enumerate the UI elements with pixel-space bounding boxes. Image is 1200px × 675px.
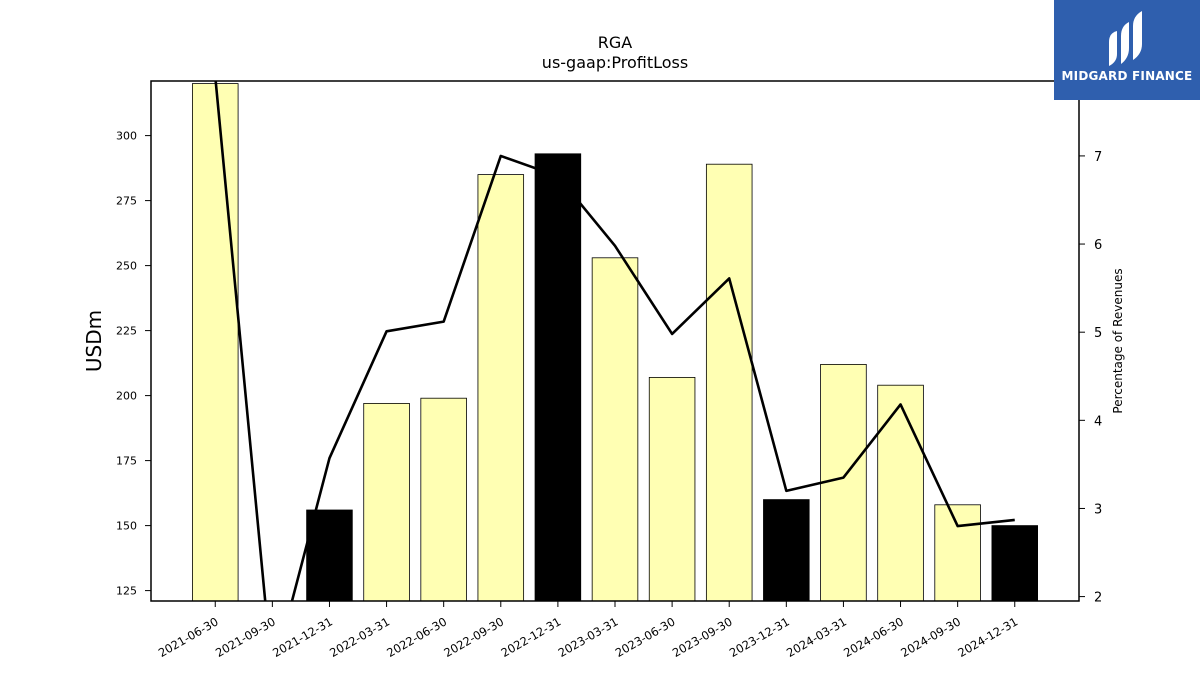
bar-2022-06-30 <box>420 397 467 602</box>
y2-axis-label: Percentage of Revenues <box>1111 268 1125 413</box>
bar-2024-12-31 <box>991 525 1038 602</box>
bar-2024-03-31 <box>820 363 867 602</box>
x-tick-label-2022-03-31: 2022-03-31 <box>327 614 392 660</box>
x-tick-label-2021-09-30: 2021-09-30 <box>213 614 278 660</box>
y-tick-label-150: 150 <box>116 520 137 533</box>
y2-tick-label-4: 4 <box>1094 414 1102 429</box>
x-tick-label-2023-03-31: 2023-03-31 <box>556 614 621 660</box>
bar-2021-06-30 <box>191 83 239 602</box>
bar-2023-06-30 <box>648 376 696 602</box>
y2-tick-label-2: 2 <box>1094 591 1102 606</box>
line-series-percentage <box>214 81 1015 601</box>
chart-subtitle: us-gaap:ProfitLoss <box>542 53 688 72</box>
bar-2023-12-31 <box>763 499 810 602</box>
x-tick-label-2024-12-31: 2024-12-31 <box>955 614 1020 660</box>
chart-title: RGA <box>598 33 633 52</box>
y-tick-label-275: 275 <box>116 195 137 208</box>
y-tick-label-300: 300 <box>116 130 137 143</box>
x-tick-label-2023-06-30: 2023-06-30 <box>613 614 678 660</box>
logo-text: MIDGARD FINANCE <box>1061 69 1193 83</box>
y2-tick-label-5: 5 <box>1094 326 1102 341</box>
y-axis-label: USDm <box>82 310 106 372</box>
y-tick-label-175: 175 <box>116 455 137 468</box>
bar-2023-09-30 <box>705 163 753 602</box>
midgard-logo-icon <box>1109 11 1142 66</box>
y-tick-label-250: 250 <box>116 260 137 273</box>
bar-2023-03-31 <box>591 257 639 602</box>
y2-tick-label-6: 6 <box>1094 238 1102 253</box>
x-tick-label-2021-12-31: 2021-12-31 <box>270 614 335 660</box>
y-tick-label-125: 125 <box>116 585 137 598</box>
y-tick-label-200: 200 <box>116 390 137 403</box>
y2-tick-label-3: 3 <box>1094 502 1102 517</box>
brand-logo: MIDGARD FINANCE <box>1054 0 1200 100</box>
x-tick-label-2021-06-30: 2021-06-30 <box>156 614 221 660</box>
bar-2022-03-31 <box>363 402 410 602</box>
x-tick-label-2024-03-31: 2024-03-31 <box>784 614 849 660</box>
x-tick-label-2022-06-30: 2022-06-30 <box>384 614 449 660</box>
bar-2021-12-31 <box>306 509 353 602</box>
plot-area: 125 150 175 200 225 250 275 300 2 3 4 5 6 7 2021-06-30… <box>116 80 1102 660</box>
x-tick-label-2022-12-31: 2022-12-31 <box>499 614 564 660</box>
x-tick-label-2023-12-31: 2023-12-31 <box>727 614 792 660</box>
x-tick-label-2023-09-30: 2023-09-30 <box>670 614 735 660</box>
x-tick-label-2024-06-30: 2024-06-30 <box>841 614 906 660</box>
y-tick-label-225: 225 <box>116 325 137 338</box>
x-tick-label-2022-09-30: 2022-09-30 <box>441 614 506 660</box>
y2-tick-label-7: 7 <box>1094 150 1102 165</box>
bar-2022-09-30 <box>477 174 525 602</box>
bar-2024-06-30 <box>877 384 924 602</box>
bar-2022-12-31 <box>534 153 582 602</box>
bar-2024-09-30 <box>934 504 981 602</box>
x-tick-label-2024-09-30: 2024-09-30 <box>898 614 963 660</box>
